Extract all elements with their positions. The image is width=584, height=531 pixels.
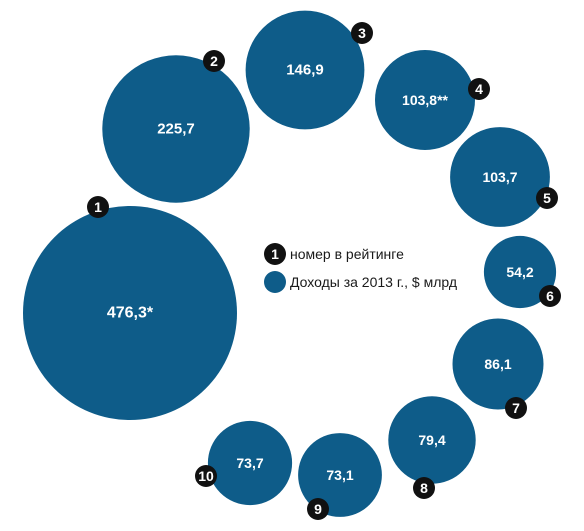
bubble-value-label: 86,1 — [484, 356, 511, 372]
bubble-rank-10: 73,7 10 — [195, 420, 293, 506]
legend-rank-label: номер в рейтинге — [290, 246, 404, 262]
legend-item-income: Доходы за 2013 г., $ млрд — [264, 270, 457, 294]
bubble-value-label: 476,3* — [107, 305, 154, 322]
bubble-rank-8: 79,48 — [388, 396, 476, 499]
bubble-rank-4: 103,8** 4 — [375, 50, 490, 150]
rank-badge — [203, 50, 225, 72]
bubble-value-label: 225,7 — [157, 121, 195, 138]
rank-badge-label: 4 — [475, 81, 483, 97]
bubble-rank-2: 225,72 — [102, 50, 250, 203]
bubble-rank-3: 146,93 — [245, 10, 373, 130]
rank-badge — [468, 78, 490, 100]
bubble-value-label: 103,8** — [402, 92, 448, 108]
bubble-circle — [375, 50, 475, 150]
bubble-value-label: 146,9 — [286, 62, 324, 79]
bubble-value-label: 54,2 — [506, 264, 533, 280]
bubble-rank-9: 73,19 — [298, 433, 382, 520]
rank-badge — [539, 285, 561, 307]
rank-badge — [195, 465, 217, 487]
rank-badge-label: 8 — [420, 480, 428, 496]
rank-badge — [87, 196, 109, 218]
rank-badge-label: 3 — [358, 25, 366, 41]
bubble-value-label: 79,4 — [418, 432, 445, 448]
legend-rank-marker: 1 — [264, 243, 286, 265]
bubble-rank-1: 476,3* 1 — [23, 196, 237, 420]
bubble-circle — [23, 206, 237, 420]
bubble-circle — [388, 396, 476, 484]
rank-badge — [351, 22, 373, 44]
bubble-circle — [207, 420, 293, 506]
bubble-value-label: 103,7 — [482, 169, 517, 185]
bubble-circle — [245, 10, 365, 130]
rank-badge-label: 2 — [210, 53, 218, 69]
bubble-circle — [483, 235, 557, 309]
bubble-rank-6: 54,26 — [483, 235, 561, 309]
bubble-circle — [102, 55, 250, 203]
bubble-circle — [452, 318, 544, 410]
rank-badge — [536, 187, 558, 209]
rank-badge — [413, 477, 435, 499]
legend: 1 номер в рейтинге Доходы за 2013 г., $ … — [264, 242, 457, 298]
rank-badge — [505, 397, 527, 419]
legend-item-rank: 1 номер в рейтинге — [264, 242, 457, 266]
bubble-rank-7: 86,17 — [452, 318, 544, 419]
rank-badge-label: 1 — [94, 199, 102, 215]
rank-badge-label: 5 — [543, 190, 551, 206]
rank-badge — [307, 498, 329, 520]
rank-badge-label: 10 — [198, 468, 214, 484]
legend-income-label: Доходы за 2013 г., $ млрд — [290, 274, 458, 290]
bubble-value-label: 73,1 — [326, 467, 353, 483]
legend-income-marker — [264, 271, 286, 293]
bubble-rank-5: 103,75 — [450, 127, 558, 227]
bubble-circle — [298, 433, 382, 517]
rank-badge-label: 9 — [314, 501, 322, 517]
rank-badge-label: 7 — [512, 400, 520, 416]
rank-badge-label: 6 — [546, 288, 554, 304]
bubble-circle — [450, 127, 550, 227]
bubble-value-label: 73,7 — [236, 455, 263, 471]
